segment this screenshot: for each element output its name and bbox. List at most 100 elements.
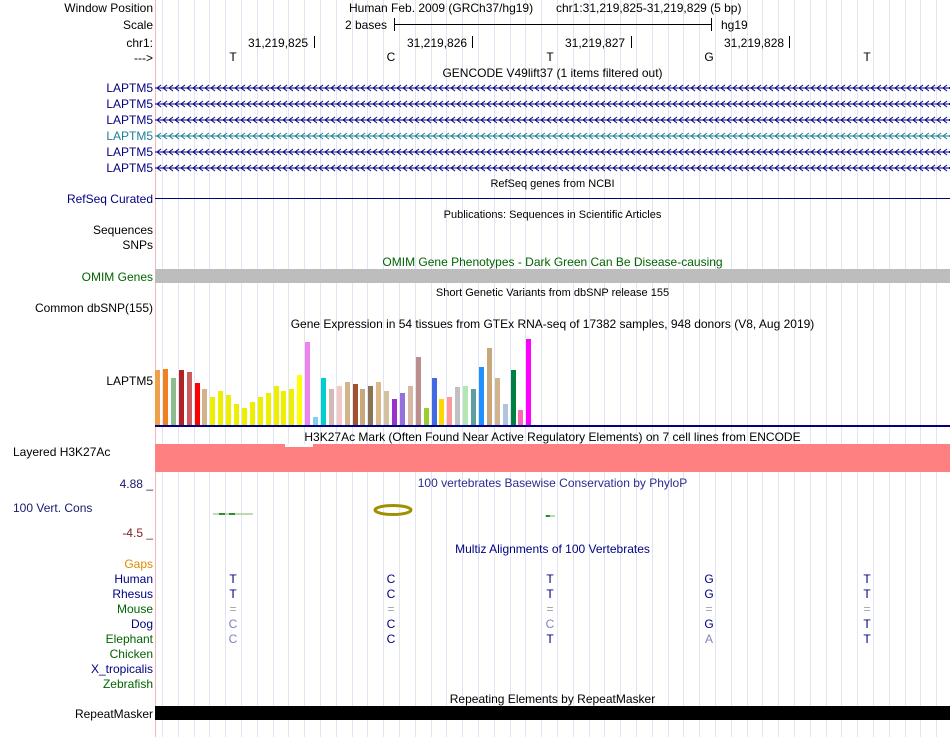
gtex-bar[interactable] xyxy=(170,378,176,425)
label-h3k27ac[interactable]: Layered H3K27Ac xyxy=(13,445,111,459)
gene-label[interactable]: LAPTM5 xyxy=(106,81,153,95)
gtex-bar[interactable] xyxy=(273,386,279,425)
gtex-bar[interactable] xyxy=(423,408,429,425)
label-snps[interactable]: SNPs xyxy=(122,238,153,252)
gene-label[interactable]: LAPTM5 xyxy=(106,161,153,175)
gene-label[interactable]: LAPTM5 xyxy=(106,113,153,127)
gtex-bar[interactable] xyxy=(463,386,469,425)
gtex-bar[interactable] xyxy=(210,397,216,425)
species-label[interactable]: Zebrafish xyxy=(102,677,153,691)
alignment-base: G xyxy=(704,587,714,601)
gtex-bar[interactable] xyxy=(328,389,334,425)
gene-label[interactable]: LAPTM5 xyxy=(106,145,153,159)
gtex-bar[interactable] xyxy=(399,393,405,425)
gtex-bar[interactable] xyxy=(305,342,311,425)
grid-line xyxy=(178,0,179,737)
species-label[interactable]: Gaps xyxy=(124,557,153,571)
gtex-bar[interactable] xyxy=(297,375,303,425)
gtex-bar[interactable] xyxy=(431,378,437,425)
gtex-bar[interactable] xyxy=(336,386,342,425)
gtex-bar[interactable] xyxy=(439,399,445,425)
grid-line xyxy=(747,0,748,737)
gene-label[interactable]: LAPTM5 xyxy=(106,129,153,143)
gtex-bar[interactable] xyxy=(155,370,160,425)
species-label[interactable]: X_tropicalis xyxy=(90,662,153,676)
gene-model[interactable] xyxy=(155,97,950,111)
species-label[interactable]: Chicken xyxy=(109,647,153,661)
gtex-bar[interactable] xyxy=(486,348,492,425)
gtex-bar[interactable] xyxy=(447,397,453,425)
gtex-bar[interactable] xyxy=(234,404,239,425)
ruler-tick xyxy=(789,36,790,48)
label-phylop[interactable]: 100 Vert. Cons xyxy=(13,501,93,515)
gtex-bar[interactable] xyxy=(518,410,524,425)
gtex-bar[interactable] xyxy=(478,367,484,425)
gene-model[interactable] xyxy=(155,145,950,159)
species-label[interactable]: Elephant xyxy=(105,632,153,646)
alignment-base: T xyxy=(229,572,237,586)
gtex-bar[interactable] xyxy=(249,402,255,425)
label-chrom: chr1: xyxy=(126,36,153,50)
gtex-chart[interactable] xyxy=(155,331,555,425)
gtex-bar[interactable] xyxy=(162,369,168,425)
gtex-bar[interactable] xyxy=(241,408,247,425)
gtex-bar[interactable] xyxy=(265,393,271,425)
species-label[interactable]: Dog xyxy=(130,617,153,631)
label-omim[interactable]: OMIM Genes xyxy=(81,270,153,284)
gtex-bar[interactable] xyxy=(360,389,366,425)
gtex-bar[interactable] xyxy=(186,372,192,425)
gtex-bar[interactable] xyxy=(502,404,508,425)
gtex-bar[interactable] xyxy=(194,383,200,425)
alignment-base: T xyxy=(546,632,554,646)
gtex-bar[interactable] xyxy=(218,391,224,425)
h3k27ac-signal[interactable] xyxy=(155,444,950,472)
gtex-bar[interactable] xyxy=(178,370,184,425)
gtex-bar[interactable] xyxy=(226,395,232,425)
gtex-bar[interactable] xyxy=(384,391,390,425)
gtex-bar[interactable] xyxy=(407,386,413,425)
gtex-bar[interactable] xyxy=(415,357,421,425)
species-label[interactable]: Mouse xyxy=(116,602,153,616)
gtex-bar[interactable] xyxy=(352,384,358,425)
label-refseq[interactable]: RefSeq Curated xyxy=(66,192,153,206)
gene-label[interactable]: LAPTM5 xyxy=(106,97,153,111)
gtex-bar[interactable] xyxy=(289,389,295,425)
gtex-bar[interactable] xyxy=(257,397,263,425)
repeatmasker-bar[interactable] xyxy=(155,706,950,720)
omim-bar[interactable] xyxy=(155,269,950,283)
gtex-bar[interactable] xyxy=(526,339,532,425)
gtex-bar[interactable] xyxy=(281,391,287,425)
label-gtex-gene[interactable]: LAPTM5 xyxy=(106,374,153,388)
grid-line xyxy=(810,0,811,737)
gtex-bar[interactable] xyxy=(392,399,397,425)
gtex-bar[interactable] xyxy=(320,378,326,425)
gtex-bar[interactable] xyxy=(376,382,382,425)
gene-model[interactable] xyxy=(155,129,950,143)
gtex-bar[interactable] xyxy=(344,382,350,425)
gene-model[interactable] xyxy=(155,113,950,127)
species-label[interactable]: Rhesus xyxy=(112,587,153,601)
gencode-title: GENCODE V49lift37 (1 items filtered out) xyxy=(442,66,663,80)
track-image[interactable]: Human Feb. 2009 (GRCh37/hg19) chr1:31,21… xyxy=(155,0,950,737)
gtex-bar[interactable] xyxy=(313,417,318,425)
gtex-bar[interactable] xyxy=(368,386,374,425)
phylop-title: 100 vertebrates Basewise Conservation by… xyxy=(417,476,688,490)
species-label[interactable]: Human xyxy=(114,572,153,586)
phylop-plot[interactable] xyxy=(155,500,950,524)
gene-model[interactable] xyxy=(155,81,950,95)
refseq-gene-line[interactable] xyxy=(155,198,950,199)
gene-model[interactable] xyxy=(155,161,950,175)
gtex-bar[interactable] xyxy=(471,389,476,425)
grid-line xyxy=(194,0,195,737)
label-dbsnp[interactable]: Common dbSNP(155) xyxy=(34,301,153,315)
pubs-title: Publications: Sequences in Scientific Ar… xyxy=(443,209,662,221)
gtex-bar[interactable] xyxy=(455,387,461,425)
label-sequences[interactable]: Sequences xyxy=(92,223,153,237)
gtex-bar[interactable] xyxy=(510,370,516,425)
label-repeatmasker[interactable]: RepeatMasker xyxy=(74,707,153,721)
grid-line xyxy=(162,0,163,737)
gtex-bar[interactable] xyxy=(494,378,500,425)
grid-line xyxy=(383,0,384,737)
grid-line xyxy=(273,0,274,737)
gtex-bar[interactable] xyxy=(202,389,208,425)
